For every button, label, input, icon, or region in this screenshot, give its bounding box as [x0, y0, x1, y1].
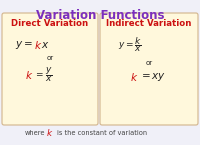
- Text: $y = $: $y = $: [15, 39, 33, 51]
- Text: is the constant of variation: is the constant of variation: [57, 130, 147, 136]
- Text: or: or: [46, 55, 54, 61]
- Text: $y = \dfrac{k}{x}$: $y = \dfrac{k}{x}$: [118, 36, 142, 54]
- Text: $k$: $k$: [34, 39, 42, 51]
- Text: $= xy$: $= xy$: [139, 71, 166, 83]
- Text: $k$: $k$: [130, 71, 138, 83]
- Text: $= \dfrac{y}{x}$: $= \dfrac{y}{x}$: [34, 66, 52, 84]
- Text: Indirect Variation: Indirect Variation: [106, 19, 192, 28]
- Text: or: or: [145, 60, 153, 66]
- Text: where: where: [24, 130, 45, 136]
- Text: $k$: $k$: [25, 69, 33, 81]
- Text: Direct Variation: Direct Variation: [11, 19, 89, 28]
- Text: $k$: $k$: [46, 127, 54, 138]
- FancyBboxPatch shape: [100, 13, 198, 125]
- Text: $x$: $x$: [41, 40, 50, 50]
- FancyBboxPatch shape: [2, 13, 98, 125]
- Text: Variation Functions: Variation Functions: [36, 9, 164, 22]
